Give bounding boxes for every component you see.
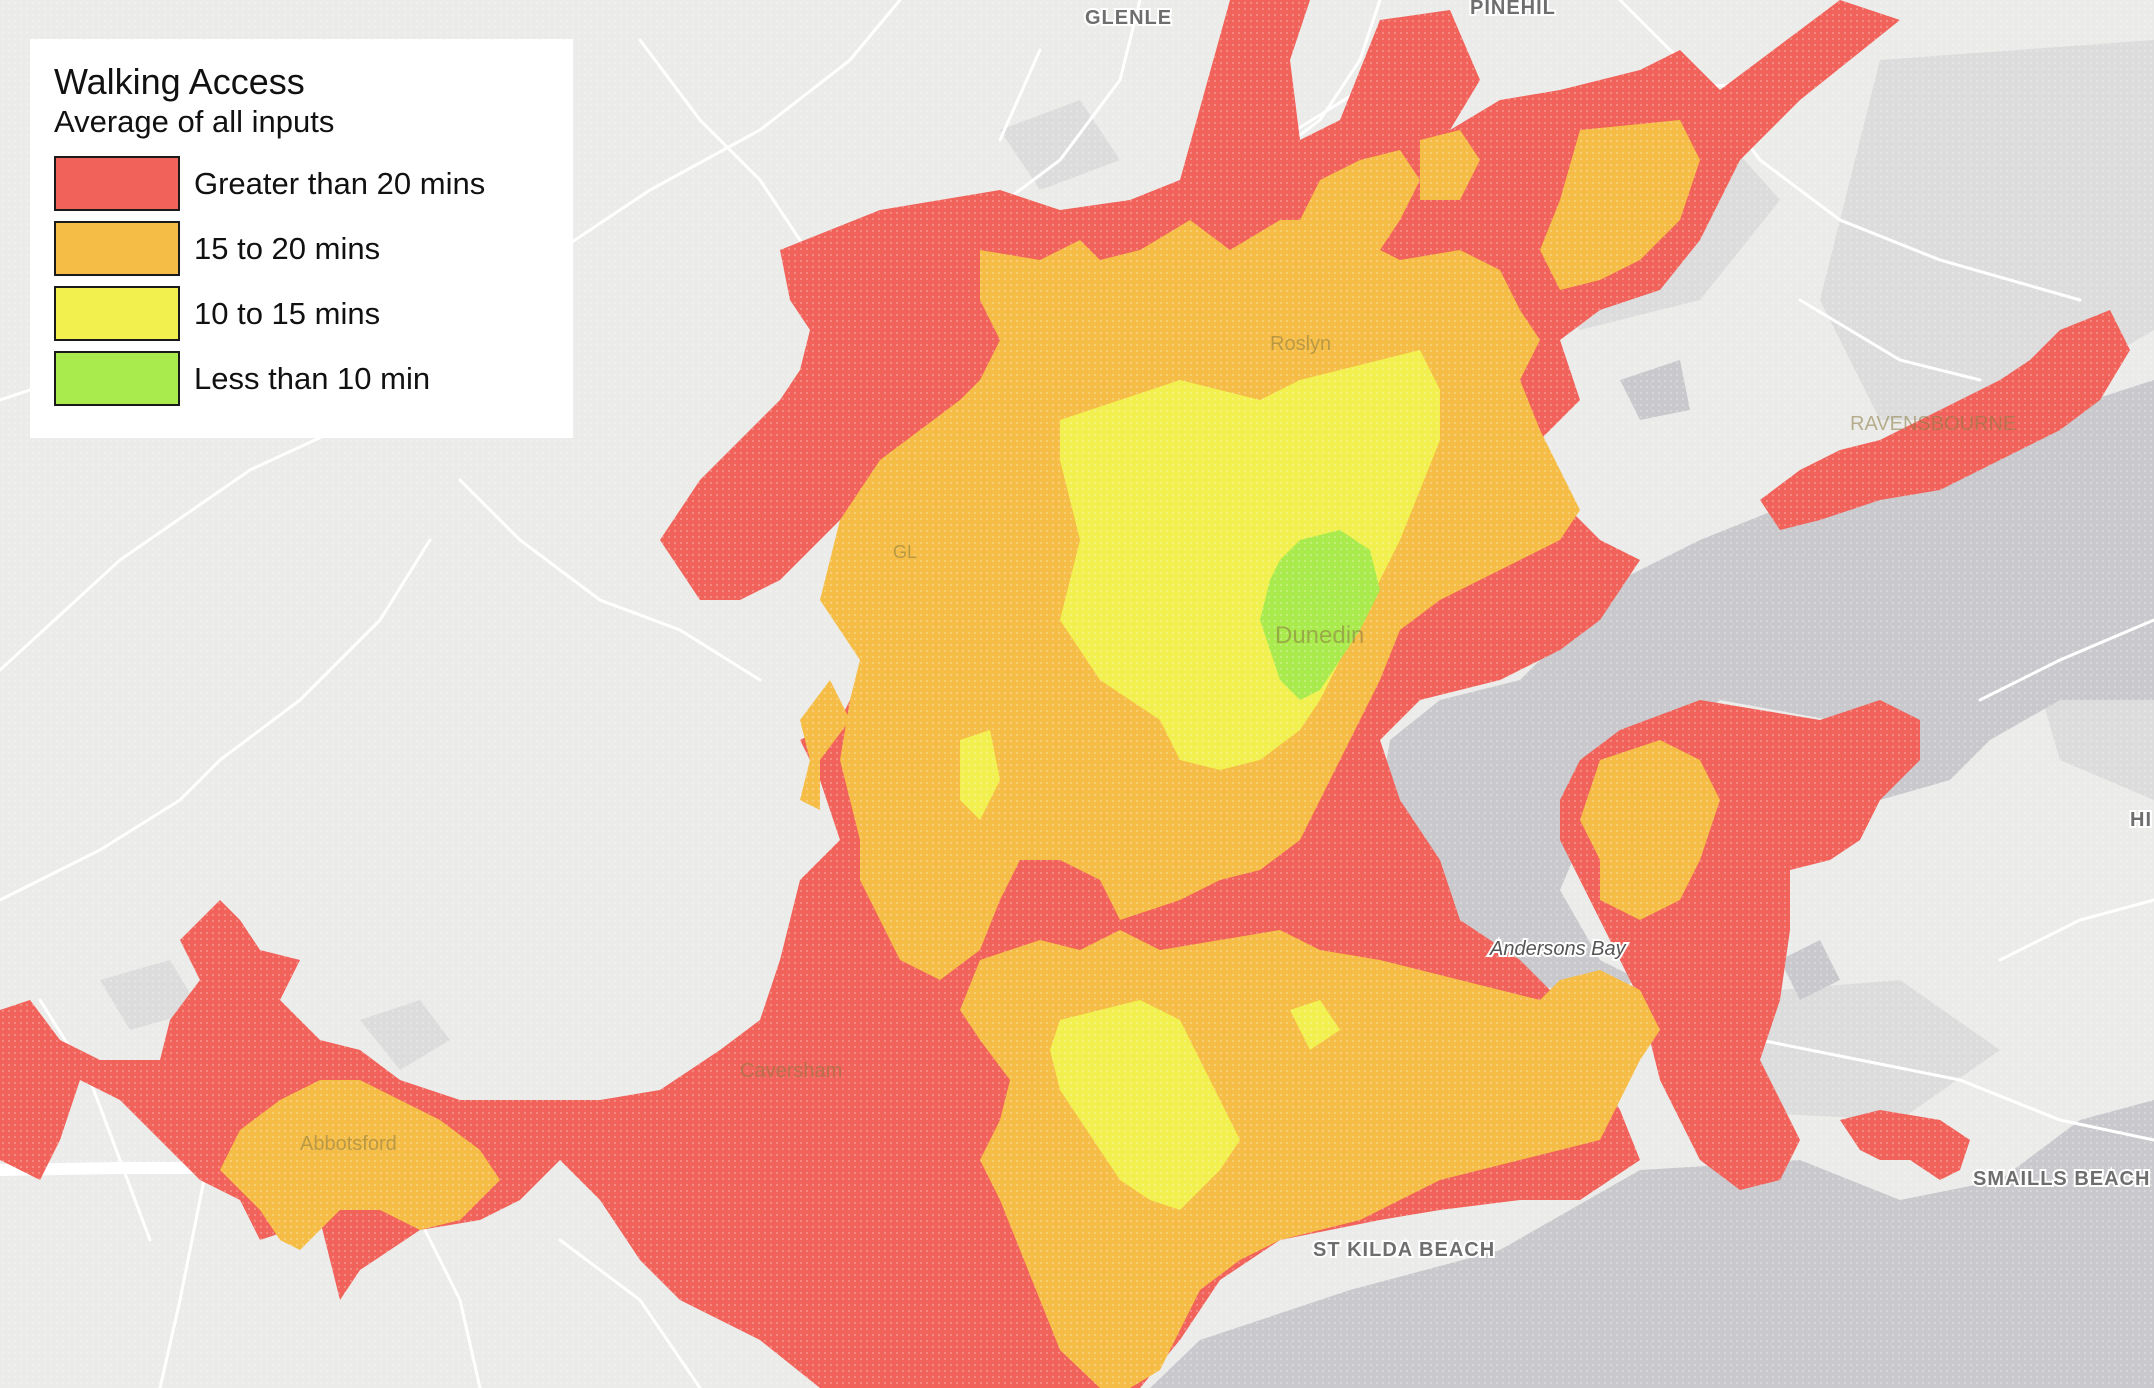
legend-item-less-than-10: Less than 10 min xyxy=(54,346,549,411)
legend-label: Less than 10 min xyxy=(194,360,431,396)
map-legend: Walking Access Average of all inputs Gre… xyxy=(30,39,573,438)
legend-swatch-orange xyxy=(54,221,180,276)
legend-item-15-to-20: 15 to 20 mins xyxy=(54,216,549,281)
legend-title: Walking Access xyxy=(54,61,305,102)
label-glenleith: GLENLE xyxy=(1085,7,1172,29)
legend-subtitle: Average of all inputs xyxy=(54,104,335,139)
label-st-kilda-beach[interactable]: ST KILDA BEACH xyxy=(1311,1237,1496,1263)
legend-label: Greater than 20 mins xyxy=(194,165,486,201)
label-ravensbourne[interactable]: RAVENSBOURNE xyxy=(1850,413,2016,435)
label-glenross: GL xyxy=(893,542,917,562)
label-smaills-beach[interactable]: SMAILLS BEACH xyxy=(1971,1166,2151,1192)
label-caversham[interactable]: Caversham xyxy=(740,1060,842,1082)
legend-label: 15 to 20 mins xyxy=(194,230,381,266)
legend-swatch-red xyxy=(54,156,180,211)
legend-item-10-to-15: 10 to 15 mins xyxy=(54,281,549,346)
label-dunedin[interactable]: Dunedin xyxy=(1275,622,1364,649)
label-andersons-bay[interactable]: Andersons Bay xyxy=(1487,936,1629,962)
place-labels: GLENLE PINEHIL Andersons Bay ST KILDA BE… xyxy=(300,0,2153,1263)
label-abbotsford[interactable]: Abbotsford xyxy=(300,1133,397,1155)
label-hi-edge: HI xyxy=(2130,809,2152,831)
legend-label: 10 to 15 mins xyxy=(194,295,381,331)
legend-swatch-yellow xyxy=(54,286,180,341)
label-roslyn[interactable]: Roslyn xyxy=(1270,333,1331,355)
label-pine-hill: PINEHIL xyxy=(1470,0,1556,19)
legend-item-greater-than-20: Greater than 20 mins xyxy=(54,151,549,216)
legend-swatch-green xyxy=(54,351,180,406)
